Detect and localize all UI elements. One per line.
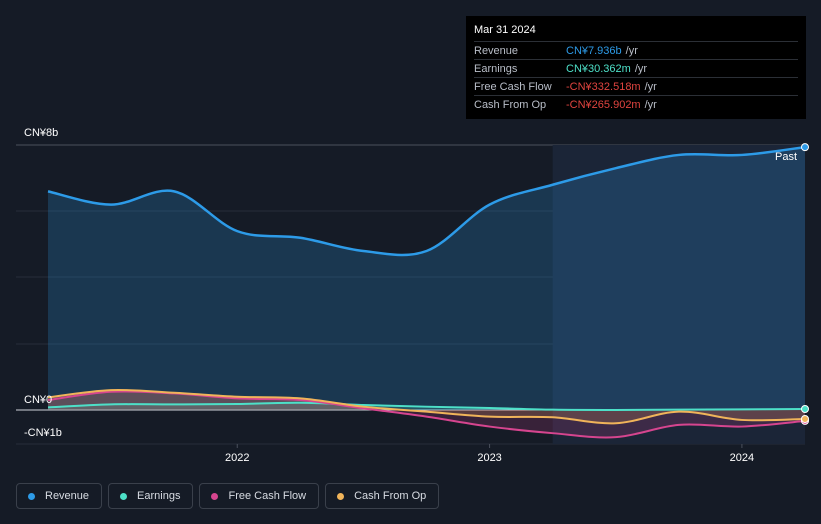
- legend-item-revenue[interactable]: Revenue: [16, 483, 103, 509]
- legend-label: Earnings: [137, 490, 181, 502]
- area-revenue: [48, 147, 805, 410]
- series-lines: [47, 145, 806, 439]
- tooltip-value: -CN¥265.902m: [566, 98, 641, 111]
- line-cash-from-op: [47, 388, 806, 425]
- tooltip-value: CN¥30.362m: [566, 62, 631, 75]
- legend-item-free-cash-flow[interactable]: Free Cash Flow: [199, 483, 320, 509]
- x-tick-label-2023: 2023: [477, 452, 501, 464]
- end-marker-earnings: [801, 405, 809, 414]
- legend-label: Free Cash Flow: [228, 490, 307, 502]
- tooltip-label: Revenue: [474, 44, 519, 57]
- legend-label: Cash From Op: [354, 490, 427, 502]
- tooltip-label: Free Cash Flow: [474, 80, 552, 93]
- past-label: Past: [775, 151, 797, 163]
- tooltip-row-free-cash-flow: Free Cash Flow -CN¥332.518m /yr: [474, 77, 798, 95]
- x-tick-label-2024: 2024: [730, 452, 754, 464]
- series-end-markers: [801, 143, 809, 425]
- tooltip-value: CN¥7.936b: [566, 44, 622, 57]
- past-region-shade: [552, 145, 805, 444]
- line-revenue: [47, 145, 806, 257]
- end-marker-revenue: [801, 143, 809, 152]
- tooltip-unit: /yr: [634, 62, 648, 75]
- legend-dot-icon: [28, 492, 35, 500]
- x-tick-label-2022: 2022: [225, 452, 249, 464]
- legend-item-cash-from-op[interactable]: Cash From Op: [325, 483, 440, 509]
- tooltip-row-cash-from-op: Cash From Op -CN¥265.902m /yr: [474, 95, 798, 113]
- y-axis-label-top: CN¥8b: [24, 127, 58, 139]
- tooltip-unit: /yr: [625, 44, 638, 57]
- legend-label: Revenue: [45, 490, 90, 502]
- tooltip-unit: /yr: [644, 98, 657, 111]
- tooltip-panel: Mar 31 2024 Revenue CN¥7.936b /yr Earnin…: [466, 16, 806, 119]
- legend: Revenue Earnings Free Cash Flow Cash Fro…: [16, 483, 440, 509]
- tooltip-label: Cash From Op: [474, 98, 547, 111]
- y-axis-label-zero: CN¥0: [24, 394, 52, 406]
- tooltip-row-revenue: Revenue CN¥7.936b /yr: [474, 41, 798, 59]
- area-free-cash-flow: [48, 391, 805, 438]
- legend-dot-icon: [211, 492, 219, 500]
- tooltip-date: Mar 31 2024: [474, 24, 536, 36]
- legend-dot-icon: [120, 492, 128, 500]
- tooltip-unit: /yr: [644, 80, 657, 93]
- tooltip-value: -CN¥332.518m: [566, 80, 641, 93]
- line-earnings: [47, 401, 806, 411]
- legend-dot-icon: [337, 492, 345, 500]
- legend-item-earnings[interactable]: Earnings: [108, 483, 194, 509]
- end-marker-cash-from-op: [801, 414, 809, 423]
- tooltip-label: Earnings: [474, 62, 518, 75]
- y-axis-label-bottom: -CN¥1b: [24, 427, 62, 439]
- tooltip-row-earnings: Earnings CN¥30.362m /yr: [474, 59, 798, 77]
